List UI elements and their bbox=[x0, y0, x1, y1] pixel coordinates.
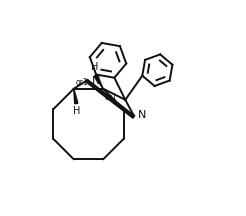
Text: N: N bbox=[92, 76, 100, 86]
Text: or1: or1 bbox=[76, 78, 88, 87]
Polygon shape bbox=[94, 74, 103, 89]
Text: H: H bbox=[73, 106, 80, 116]
Text: H: H bbox=[91, 62, 98, 72]
Text: or1: or1 bbox=[105, 93, 118, 102]
Polygon shape bbox=[74, 89, 78, 104]
Text: N: N bbox=[138, 110, 147, 120]
